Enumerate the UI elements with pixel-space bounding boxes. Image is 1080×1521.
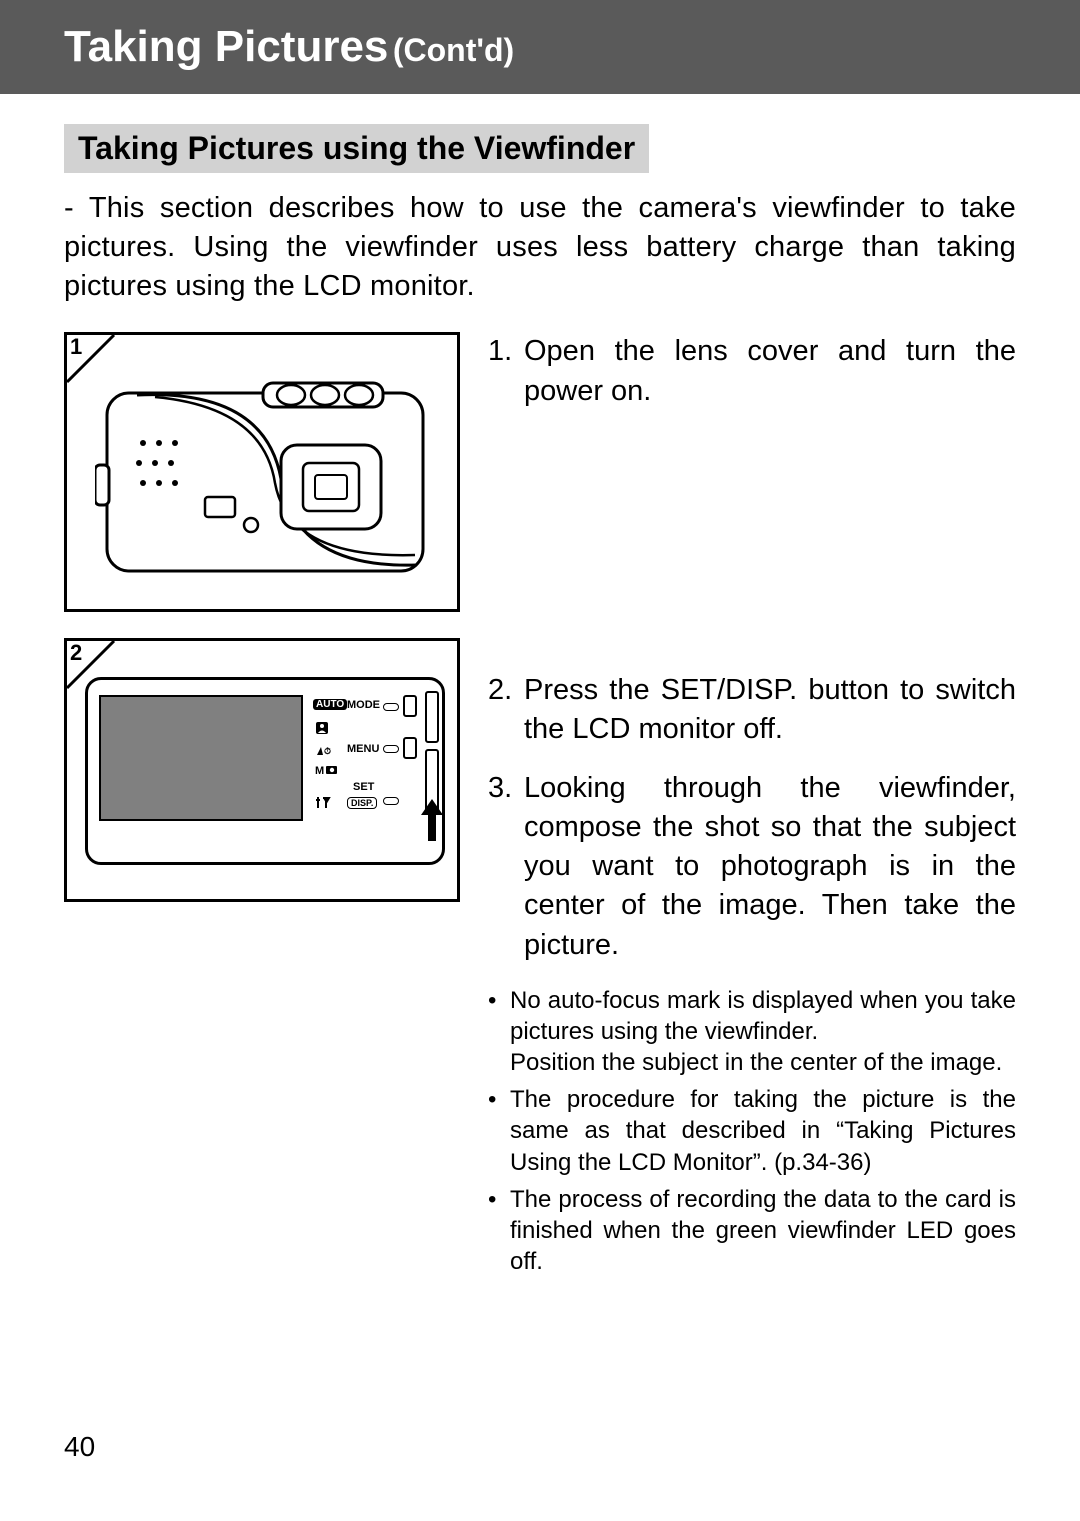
camera-back-illustration: AUTO MODE MENU SET DISP. ⏱ M xyxy=(85,677,445,877)
mode-button-icon xyxy=(403,695,417,717)
auto-label: AUTO xyxy=(313,699,347,710)
led-icon xyxy=(383,745,399,753)
note-1-line1: No auto-focus mark is displayed when you… xyxy=(510,987,1016,1045)
note-item: • The process of recording the data to t… xyxy=(488,1184,1016,1278)
step-2: 2. Press the SET/DISP. button to switch … xyxy=(488,671,1016,749)
figure-2-number: 2 xyxy=(70,640,82,666)
page-header: Taking Pictures (Cont'd) xyxy=(0,0,1080,94)
set-label: SET xyxy=(353,781,374,793)
step-2-text: Press the SET/DISP. button to switch the… xyxy=(524,671,1016,749)
step-1-number: 1. xyxy=(488,332,524,410)
menu-button-icon xyxy=(403,737,417,759)
mode-label: MODE xyxy=(347,699,380,711)
svg-text:M: M xyxy=(315,765,324,777)
menu-label: MENU xyxy=(347,743,379,755)
figure-1: 1 xyxy=(64,332,460,612)
step-1: 1. Open the lens cover and turn the powe… xyxy=(488,332,1016,410)
step-1-text: Open the lens cover and turn the power o… xyxy=(524,332,1016,410)
zoom-rocker-icon xyxy=(425,691,439,743)
figure-1-number: 1 xyxy=(70,334,82,360)
step-3-number: 3. xyxy=(488,769,524,965)
figure-2: 2 AUTO MODE MENU SET DISP. xyxy=(64,638,460,902)
step-3: 3. Looking through the viewfinder, compo… xyxy=(488,769,1016,965)
section-title: Taking Pictures using the Viewfinder xyxy=(78,130,635,166)
manual-camera-icon: M xyxy=(315,763,339,780)
tools-icon xyxy=(315,795,331,814)
disp-label: DISP. xyxy=(347,797,377,809)
note-item: • The procedure for taking the picture i… xyxy=(488,1084,1016,1178)
up-arrow-icon xyxy=(421,799,443,846)
portrait-mode-icon xyxy=(315,721,329,738)
step-2-number: 2. xyxy=(488,671,524,749)
note-2: The procedure for taking the picture is … xyxy=(510,1084,1016,1178)
led-icon xyxy=(383,797,399,805)
section-title-bar: Taking Pictures using the Viewfinder xyxy=(64,124,649,173)
intro-paragraph: - This section describes how to use the … xyxy=(64,189,1016,306)
note-item: • No auto-focus mark is displayed when y… xyxy=(488,985,1016,1079)
led-icon xyxy=(383,703,399,711)
note-3: The process of recording the data to the… xyxy=(510,1184,1016,1278)
header-title: Taking Pictures xyxy=(64,22,388,71)
page-number: 40 xyxy=(64,1431,95,1463)
note-1-line2: Position the subject in the center of th… xyxy=(510,1049,1002,1076)
step-3-text: Looking through the viewfinder, compose … xyxy=(524,769,1016,965)
macro-timer-icon: ⏱ xyxy=(315,743,345,760)
notes-list: • No auto-focus mark is displayed when y… xyxy=(488,985,1016,1278)
svg-text:⏱: ⏱ xyxy=(324,746,331,756)
header-subtitle: (Cont'd) xyxy=(393,32,514,68)
camera-front-illustration xyxy=(95,379,435,585)
intro-text: This section describes how to use the ca… xyxy=(64,192,1016,302)
lcd-screen-icon xyxy=(99,695,303,821)
